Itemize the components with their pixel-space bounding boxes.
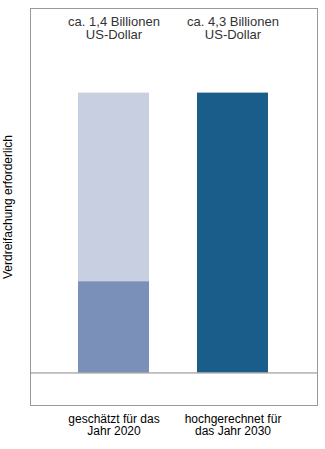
- svg-text:ca. 1,4 BillionenUS-Dollar: ca. 1,4 BillionenUS-Dollar: [68, 14, 160, 42]
- svg-text:ca. 4,3 BillionenUS-Dollar: ca. 4,3 BillionenUS-Dollar: [187, 14, 279, 42]
- svg-text:Verdreifachung erforderlich: Verdreifachung erforderlich: [1, 135, 15, 279]
- svg-text:hochgerechnet fürdas Jahr 2030: hochgerechnet fürdas Jahr 2030: [185, 412, 282, 438]
- svg-text:geschätzt für dasJahr 2020: geschätzt für dasJahr 2020: [68, 412, 159, 438]
